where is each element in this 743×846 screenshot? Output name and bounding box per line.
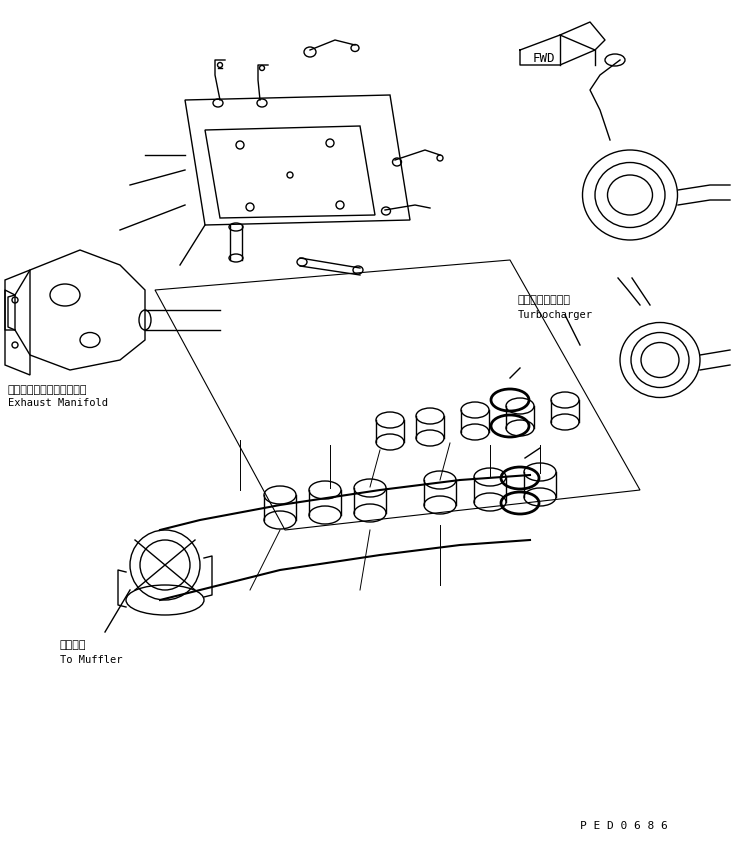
Text: エキゾーストマニホールド: エキゾーストマニホールド xyxy=(8,385,88,395)
Text: FWD: FWD xyxy=(533,52,556,65)
Text: To Muffler: To Muffler xyxy=(60,655,123,665)
Text: Turbocharger: Turbocharger xyxy=(518,310,593,320)
Text: マフラヘ: マフラヘ xyxy=(60,640,86,650)
Text: P E D 0 6 8 6: P E D 0 6 8 6 xyxy=(580,821,668,831)
Text: Exhaust Manifold: Exhaust Manifold xyxy=(8,398,108,408)
Text: ターボチャージャ: ターボチャージャ xyxy=(518,295,571,305)
